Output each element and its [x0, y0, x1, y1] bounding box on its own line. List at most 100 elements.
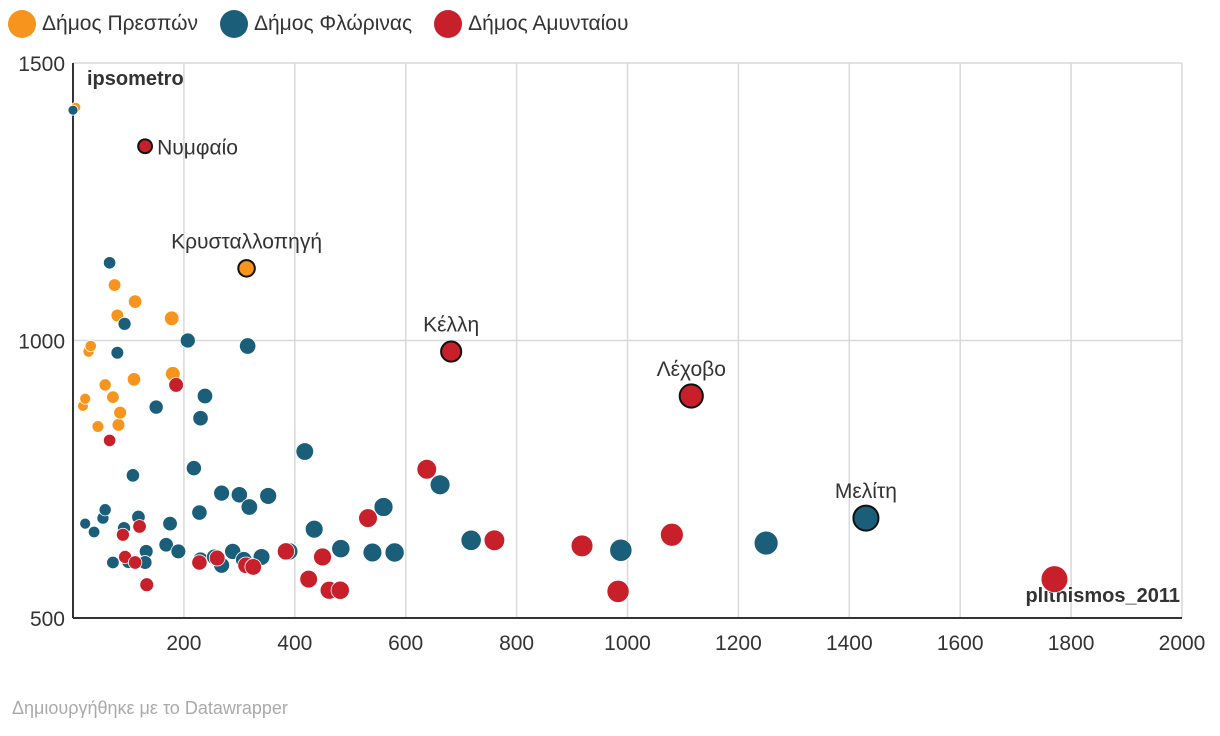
x-tick-label: 1600: [937, 632, 984, 655]
grid-lines: [73, 62, 1183, 619]
data-point: [483, 529, 506, 552]
data-point: [106, 390, 120, 404]
legend-item-prespes[interactable]: Δήμος Πρεσπών: [8, 10, 198, 38]
data-point: [240, 498, 259, 516]
x-tick-label: 800: [499, 632, 534, 655]
data-point: [460, 529, 482, 551]
data-point: [259, 487, 278, 505]
y-tick-label: 1500: [18, 53, 65, 76]
data-point: [132, 519, 147, 534]
annotation-label: Κρυσταλλοπηγή: [171, 230, 322, 253]
data-point: [852, 504, 880, 532]
x-tick-label: 1200: [715, 632, 762, 655]
series-2: [102, 138, 1069, 603]
series-1: [67, 104, 880, 574]
legend-item-amyntaio[interactable]: Δήμος Αμυνταίου: [434, 10, 628, 38]
data-point: [230, 486, 248, 504]
annotation-label: Κέλλη: [423, 314, 479, 337]
data-point: [440, 340, 463, 363]
data-point: [659, 522, 684, 547]
data-point: [102, 256, 117, 270]
data-point: [67, 104, 79, 116]
data-point: [753, 530, 779, 556]
chart-legend: Δήμος Πρεσπών Δήμος Φλώρινας Δήμος Αμυντ…: [8, 10, 628, 38]
x-tick-label: 400: [277, 632, 312, 655]
data-point: [304, 519, 324, 539]
data-point: [606, 579, 630, 603]
data-point: [208, 549, 226, 567]
data-point: [91, 420, 105, 433]
data-point: [678, 383, 704, 409]
data-point: [139, 577, 155, 593]
data-point: [158, 537, 174, 553]
annotation-label: Νυμφαίο: [157, 136, 238, 159]
data-point: [429, 474, 451, 496]
data-point: [115, 527, 130, 542]
annotation-label: Μελίτη: [835, 480, 897, 503]
data-point: [196, 387, 214, 405]
data-point: [179, 332, 196, 349]
data-point: [570, 534, 594, 558]
data-point: [384, 542, 405, 563]
legend-swatch-florina: [219, 10, 248, 38]
data-point: [331, 539, 351, 559]
x-axis-title: plithismos_2011: [1025, 585, 1180, 607]
data-point: [111, 418, 126, 432]
y-tick-label: 1000: [18, 331, 65, 354]
data-point: [373, 497, 394, 517]
data-point: [213, 484, 230, 502]
data-point: [98, 378, 112, 392]
data-point: [237, 259, 256, 278]
data-point: [276, 542, 295, 561]
data-point: [163, 310, 180, 327]
data-point: [87, 525, 101, 539]
data-point: [125, 468, 140, 483]
data-point: [244, 558, 262, 576]
data-point: [416, 459, 438, 480]
data-point: [106, 555, 120, 570]
x-tick-label: 1800: [1048, 632, 1095, 655]
data-point: [102, 433, 117, 448]
legend-label-amyntaio: Δήμος Αμυνταίου: [468, 12, 629, 35]
x-tick-label: 600: [388, 632, 423, 655]
axes: 200 400 600 800 1000 1200 1400 1600 1800 2000 500 1…: [18, 53, 1205, 655]
data-point: [137, 138, 154, 155]
data-point: [79, 517, 92, 530]
x-tick-label: 1000: [604, 632, 651, 655]
legend-swatch-prespes: [8, 10, 36, 38]
data-point: [609, 538, 633, 562]
data-point: [127, 294, 143, 309]
y-axis-title: ipsometro: [87, 68, 184, 90]
data-point: [84, 339, 97, 353]
data-point: [191, 554, 208, 571]
credit-text: Δημιουργήθηκε με το Datawrapper: [12, 698, 288, 718]
annotations: Νυμφαίο Κρυσταλλοπηγή Κέλλη Λέχοβο Μελίτη: [157, 136, 897, 503]
data-point: [162, 515, 178, 532]
legend-label-prespes: Δήμος Πρεσπών: [42, 12, 198, 35]
data-point: [113, 405, 127, 420]
x-tick-label: 200: [166, 632, 201, 655]
legend-swatch-amyntaio: [434, 10, 463, 38]
data-point: [168, 377, 184, 393]
data-point: [185, 460, 202, 477]
data-point: [1040, 565, 1069, 593]
data-point: [192, 410, 209, 427]
data-point: [330, 580, 350, 600]
data-point: [98, 503, 112, 517]
data-point: [110, 345, 125, 360]
legend-label-florina: Δήμος Φλώρινας: [253, 12, 413, 35]
data-point: [239, 337, 257, 355]
data-point: [117, 316, 132, 331]
legend-item-florina[interactable]: Δήμος Φλώρινας: [219, 10, 413, 38]
data-point: [107, 278, 122, 292]
x-tick-label: 1400: [826, 632, 873, 655]
data-point: [79, 392, 92, 405]
data-point: [148, 399, 164, 415]
data-point: [170, 543, 187, 560]
data-points: [67, 102, 1069, 603]
x-tick-label: 2000: [1159, 632, 1206, 655]
data-point: [358, 508, 378, 528]
data-point: [295, 442, 315, 461]
data-point: [126, 372, 142, 387]
data-point: [313, 547, 332, 567]
